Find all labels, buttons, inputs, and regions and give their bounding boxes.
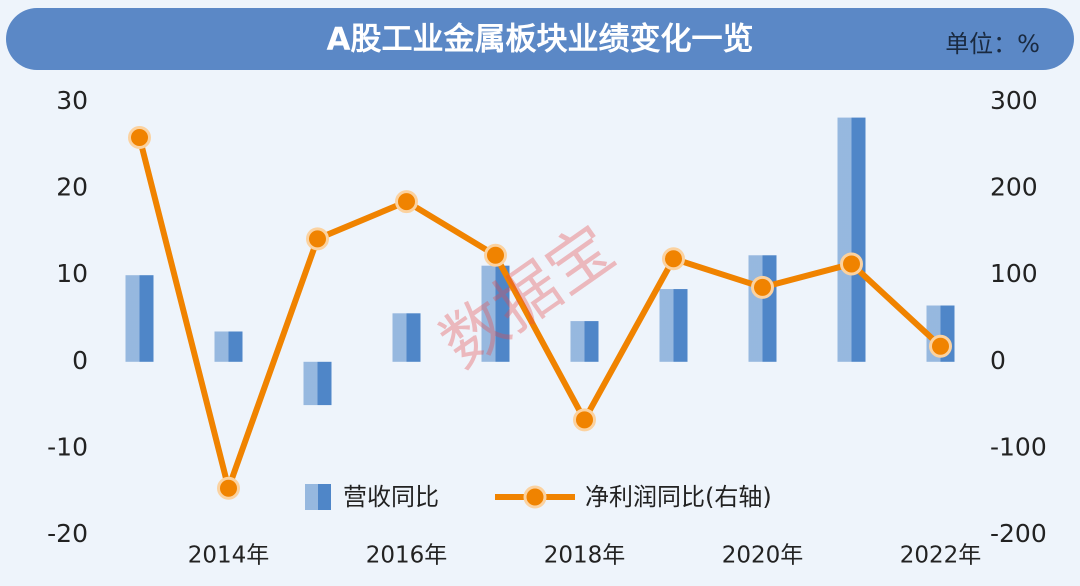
x-tick-label: 2016年 [366, 543, 448, 569]
bar [214, 331, 243, 362]
y-tick-label: 0 [72, 346, 88, 375]
line-marker [840, 252, 863, 276]
y-tick-label: -10 [47, 432, 88, 461]
y2-tick-label: 100 [990, 259, 1038, 288]
title-banner [6, 8, 1074, 70]
bar [659, 289, 688, 362]
legend-swatch [305, 484, 331, 510]
line [136, 136, 943, 492]
line-marker [484, 243, 507, 267]
legend-swatch [523, 485, 547, 509]
line-marker [751, 275, 774, 299]
bar [125, 275, 154, 362]
bar [303, 361, 332, 406]
bar [392, 313, 421, 362]
x-tick-label: 2022年 [900, 543, 982, 569]
line-marker [217, 476, 240, 500]
x-tick-label: 2020年 [722, 543, 804, 569]
line-marker [306, 227, 329, 251]
y-tick-label: -20 [47, 519, 88, 548]
y-tick-label: 30 [56, 86, 88, 115]
line-marker [573, 408, 596, 432]
y2-tick-label: 0 [990, 346, 1006, 375]
x-tick-label: 2014年 [188, 543, 270, 569]
chart-title: A股工业金属板块业绩变化一览 [327, 22, 754, 58]
line-marker [128, 126, 151, 150]
line-marker [395, 190, 418, 214]
bar [748, 255, 777, 362]
y2-tick-label: 200 [990, 173, 1038, 202]
legend-label: 营收同比 [343, 483, 439, 511]
legend-label: 净利润同比(右轴) [585, 483, 772, 511]
y-tick-label: 20 [56, 173, 88, 202]
y2-tick-label: 300 [990, 86, 1038, 115]
y2-tick-label: -100 [990, 432, 1047, 461]
x-tick-label: 2018年 [544, 543, 626, 569]
unit-label: 单位：% [945, 30, 1040, 58]
bar [837, 117, 866, 362]
bar [481, 265, 510, 362]
line-marker [662, 247, 685, 271]
y2-tick-label: -200 [990, 519, 1047, 548]
y-tick-label: 10 [56, 259, 88, 288]
line-marker [929, 334, 952, 358]
bar [570, 321, 599, 362]
